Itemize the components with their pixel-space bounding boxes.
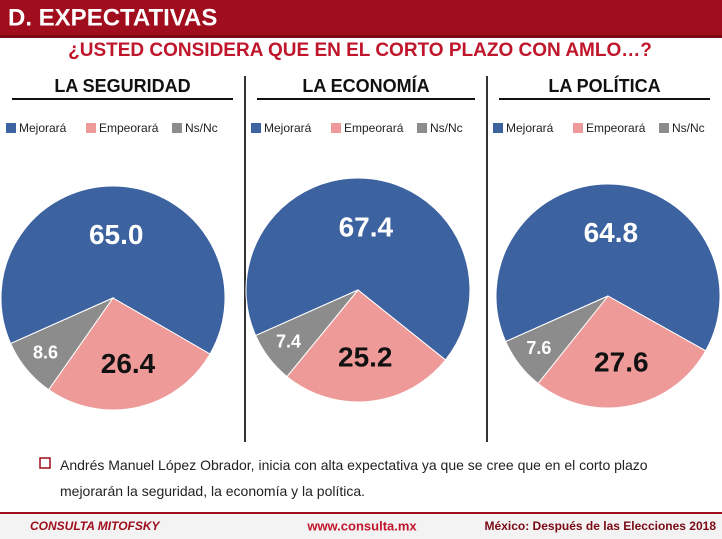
legend-label: Mejorará [506, 121, 554, 135]
legend-swatch [172, 123, 182, 133]
data-label: 27.6 [594, 347, 649, 378]
legend-label: Empeorará [586, 121, 646, 135]
panel-title: LA ECONOMÍA [302, 75, 429, 96]
pie-slice [505, 295, 609, 385]
legend-swatch [331, 123, 341, 133]
legend-swatch [573, 123, 583, 133]
legend-swatch [86, 123, 96, 133]
legend-swatch [493, 123, 503, 133]
legend-swatch [659, 123, 669, 133]
data-label: 25.2 [338, 341, 393, 372]
header-rule [0, 35, 722, 38]
panel-title: LA POLÍTICA [548, 75, 660, 96]
data-label: 67.4 [339, 211, 394, 242]
data-label: 26.4 [101, 348, 156, 379]
footer-study: México: Después de las Elecciones 2018 [485, 519, 717, 533]
legend-label: Empeorará [99, 121, 159, 135]
footer-brand: CONSULTA MITOFSKY [30, 519, 161, 533]
pie-slice [286, 289, 447, 403]
note: Andrés Manuel López Obrador, inicia con … [60, 457, 648, 499]
data-label: 8.6 [33, 342, 58, 362]
legend-swatch [6, 123, 16, 133]
bullet [39, 457, 51, 469]
pie-slice [0, 185, 226, 355]
legend-label: Ns/Nc [185, 121, 218, 135]
pie-slice [10, 296, 115, 391]
legend-swatch [251, 123, 261, 133]
legend-label: Mejorará [264, 121, 312, 135]
pie-slice [255, 289, 359, 378]
legend-label: Ns/Nc [672, 121, 705, 135]
header-title: D. EXPECTATIVAS [8, 4, 217, 31]
panel-title: LA SEGURIDAD [54, 76, 190, 96]
data-label: 64.8 [584, 217, 639, 248]
legend-label: Empeorará [344, 121, 404, 135]
header-bar [0, 0, 722, 35]
footer-bar [0, 513, 722, 539]
legend-label: Ns/Nc [430, 121, 463, 135]
footer-url: www.consulta.mx [306, 518, 417, 533]
data-label: 65.0 [89, 219, 144, 250]
pie-slice [537, 295, 707, 409]
data-label: 7.4 [276, 332, 301, 352]
question: ¿USTED CONSIDERA QUE EN EL CORTO PLAZO C… [68, 40, 652, 61]
legend-swatch [417, 123, 427, 133]
data-label: 7.6 [526, 338, 551, 358]
legend-label: Mejorará [19, 121, 67, 135]
pie-slice [495, 183, 721, 352]
pie-slice [47, 297, 211, 411]
